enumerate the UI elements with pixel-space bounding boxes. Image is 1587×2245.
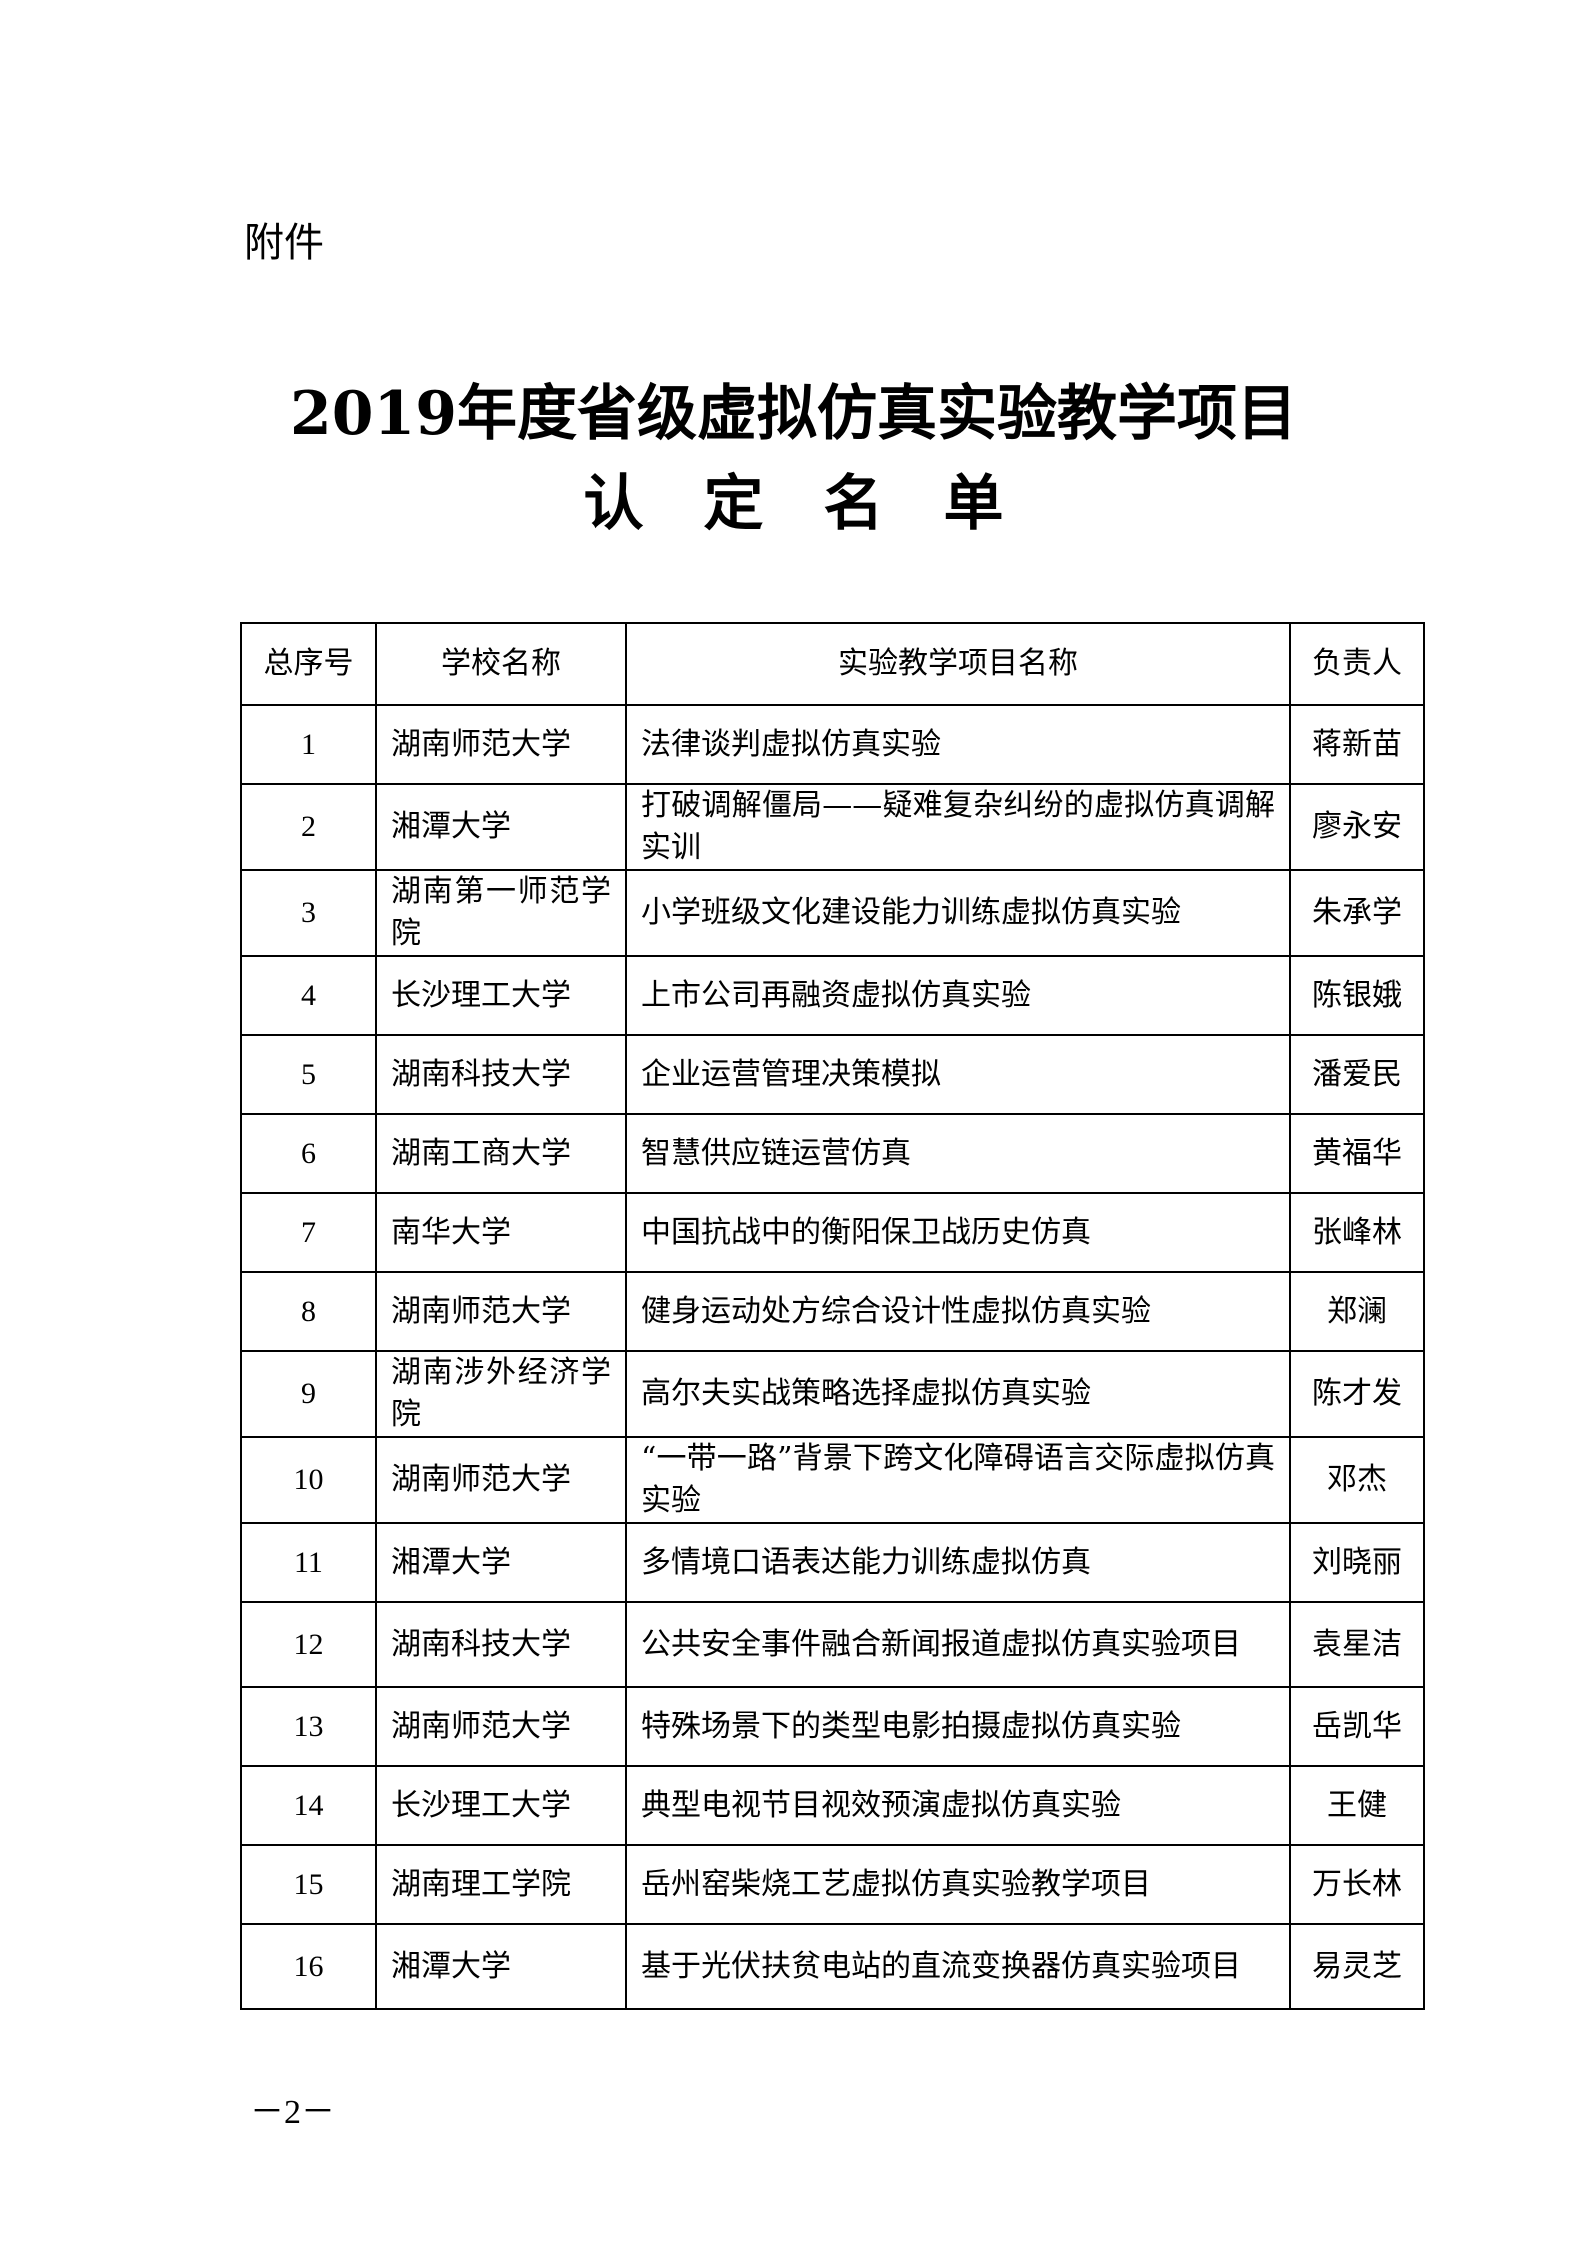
project-name: 特殊场景下的类型电影拍摄虚拟仿真实验: [625, 1686, 1291, 1767]
project-name: “一带一路”背景下跨文化障碍语言交际虚拟仿真实验: [625, 1436, 1291, 1524]
row-number: 10: [240, 1436, 377, 1524]
project-name: 智慧供应链运营仿真: [625, 1113, 1291, 1194]
document-title: 2019年度省级虚拟仿真实验教学项目: [290, 379, 1297, 449]
school-name: 湖南师范大学: [375, 704, 627, 785]
school-name: 湘潭大学: [375, 1522, 627, 1603]
project-name: 打破调解僵局——疑难复杂纠纷的虚拟仿真调解实训: [625, 783, 1291, 871]
table-body: 1 湖南师范大学 法律谈判虚拟仿真实验 蒋新苗 2 湘潭大学 打破调解僵局——疑难复杂纠纷的…: [240, 704, 1425, 2010]
person-in-charge: 万长林: [1289, 1844, 1425, 1925]
project-name: 岳州窑柴烧工艺虚拟仿真实验教学项目: [625, 1844, 1291, 1925]
document-subtitle: 认定名单: [583, 469, 1064, 539]
table-row: 8 湖南师范大学 健身运动处方综合设计性虚拟仿真实验 郑澜: [240, 1271, 1425, 1352]
row-number: 6: [240, 1113, 377, 1194]
header-person: 负责人: [1289, 622, 1425, 706]
school-name: 湖南师范大学: [375, 1436, 627, 1524]
project-name: 多情境口语表达能力训练虚拟仿真: [625, 1522, 1291, 1603]
table-row: 1 湖南师范大学 法律谈判虚拟仿真实验 蒋新苗: [240, 704, 1425, 785]
row-number: 16: [240, 1923, 377, 2010]
page-number: －2－: [250, 2094, 335, 2131]
person-in-charge: 陈银娥: [1289, 955, 1425, 1036]
table-row: 16 湘潭大学 基于光伏扶贫电站的直流变换器仿真实验项目 易灵芝: [240, 1923, 1425, 2010]
row-number: 15: [240, 1844, 377, 1925]
table-row: 2 湘潭大学 打破调解僵局——疑难复杂纠纷的虚拟仿真调解实训 廖永安: [240, 783, 1425, 871]
project-name: 小学班级文化建设能力训练虚拟仿真实验: [625, 869, 1291, 957]
header-project: 实验教学项目名称: [625, 622, 1291, 706]
project-name: 公共安全事件融合新闻报道虚拟仿真实验项目: [625, 1601, 1291, 1688]
table-row: 12 湖南科技大学 公共安全事件融合新闻报道虚拟仿真实验项目 袁星洁: [240, 1601, 1425, 1688]
row-number: 13: [240, 1686, 377, 1767]
table-row: 6 湖南工商大学 智慧供应链运营仿真 黄福华: [240, 1113, 1425, 1194]
table-row: 7 南华大学 中国抗战中的衡阳保卫战历史仿真 张峰林: [240, 1192, 1425, 1273]
school-name: 湖南科技大学: [375, 1601, 627, 1688]
attachment-label: 附件: [244, 220, 324, 266]
row-number: 12: [240, 1601, 377, 1688]
person-in-charge: 郑澜: [1289, 1271, 1425, 1352]
person-in-charge: 刘晓丽: [1289, 1522, 1425, 1603]
project-name: 上市公司再融资虚拟仿真实验: [625, 955, 1291, 1036]
table-row: 9 湖南涉外经济学院 高尔夫实战策略选择虚拟仿真实验 陈才发: [240, 1350, 1425, 1438]
project-name: 高尔夫实战策略选择虚拟仿真实验: [625, 1350, 1291, 1438]
school-name: 湖南科技大学: [375, 1034, 627, 1115]
row-number: 5: [240, 1034, 377, 1115]
project-list-table: 总序号 学校名称 实验教学项目名称 负责人 1 湖南师范大学 法律谈判虚拟仿真实验蒋…: [240, 622, 1425, 2010]
project-name: 法律谈判虚拟仿真实验: [625, 704, 1291, 785]
school-name: 湖南工商大学: [375, 1113, 627, 1194]
person-in-charge: 蒋新苗: [1289, 704, 1425, 785]
school-name: 湖南理工学院: [375, 1844, 627, 1925]
row-number: 14: [240, 1765, 377, 1846]
row-number: 1: [240, 704, 377, 785]
person-in-charge: 王健: [1289, 1765, 1425, 1846]
school-name: 湖南涉外经济学院: [375, 1350, 627, 1438]
table-row: 14 长沙理工大学 典型电视节目视效预演虚拟仿真实验 王健: [240, 1765, 1425, 1846]
school-name: 湖南第一师范学院: [375, 869, 627, 957]
table-row: 10 湖南师范大学 “一带一路”背景下跨文化障碍语言交际虚拟仿真实验 邓杰: [240, 1436, 1425, 1524]
header-school: 学校名称: [375, 622, 627, 706]
row-number: 2: [240, 783, 377, 871]
school-name: 湖南师范大学: [375, 1271, 627, 1352]
person-in-charge: 岳凯华: [1289, 1686, 1425, 1767]
project-name: 基于光伏扶贫电站的直流变换器仿真实验项目: [625, 1923, 1291, 2010]
person-in-charge: 黄福华: [1289, 1113, 1425, 1194]
table-row: 4 长沙理工大学 上市公司再融资虚拟仿真实验 陈银娥: [240, 955, 1425, 1036]
school-name: 湖南师范大学: [375, 1686, 627, 1767]
header-number: 总序号: [240, 622, 377, 706]
person-in-charge: 邓杰: [1289, 1436, 1425, 1524]
table-row: 5 湖南科技大学 企业运营管理决策模拟 潘爱民: [240, 1034, 1425, 1115]
person-in-charge: 朱承学: [1289, 869, 1425, 957]
table-row: 13 湖南师范大学 特殊场景下的类型电影拍摄虚拟仿真实验 岳凯华: [240, 1686, 1425, 1767]
school-name: 湘潭大学: [375, 783, 627, 871]
school-name: 南华大学: [375, 1192, 627, 1273]
person-in-charge: 廖永安: [1289, 783, 1425, 871]
person-in-charge: 张峰林: [1289, 1192, 1425, 1273]
project-name: 典型电视节目视效预演虚拟仿真实验: [625, 1765, 1291, 1846]
table-header-row: 总序号 学校名称 实验教学项目名称 负责人: [240, 622, 1425, 706]
row-number: 9: [240, 1350, 377, 1438]
row-number: 7: [240, 1192, 377, 1273]
row-number: 11: [240, 1522, 377, 1603]
table-row: 11 湘潭大学 多情境口语表达能力训练虚拟仿真 刘晓丽: [240, 1522, 1425, 1603]
school-name: 湘潭大学: [375, 1923, 627, 2010]
project-name: 企业运营管理决策模拟: [625, 1034, 1291, 1115]
person-in-charge: 袁星洁: [1289, 1601, 1425, 1688]
row-number: 4: [240, 955, 377, 1036]
project-name: 中国抗战中的衡阳保卫战历史仿真: [625, 1192, 1291, 1273]
table-row: 15 湖南理工学院 岳州窑柴烧工艺虚拟仿真实验教学项目 万长林: [240, 1844, 1425, 1925]
table-row: 3 湖南第一师范学院 小学班级文化建设能力训练虚拟仿真实验 朱承学: [240, 869, 1425, 957]
school-name: 长沙理工大学: [375, 1765, 627, 1846]
person-in-charge: 陈才发: [1289, 1350, 1425, 1438]
person-in-charge: 潘爱民: [1289, 1034, 1425, 1115]
project-name: 健身运动处方综合设计性虚拟仿真实验: [625, 1271, 1291, 1352]
school-name: 长沙理工大学: [375, 955, 627, 1036]
row-number: 8: [240, 1271, 377, 1352]
person-in-charge: 易灵芝: [1289, 1923, 1425, 2010]
row-number: 3: [240, 869, 377, 957]
